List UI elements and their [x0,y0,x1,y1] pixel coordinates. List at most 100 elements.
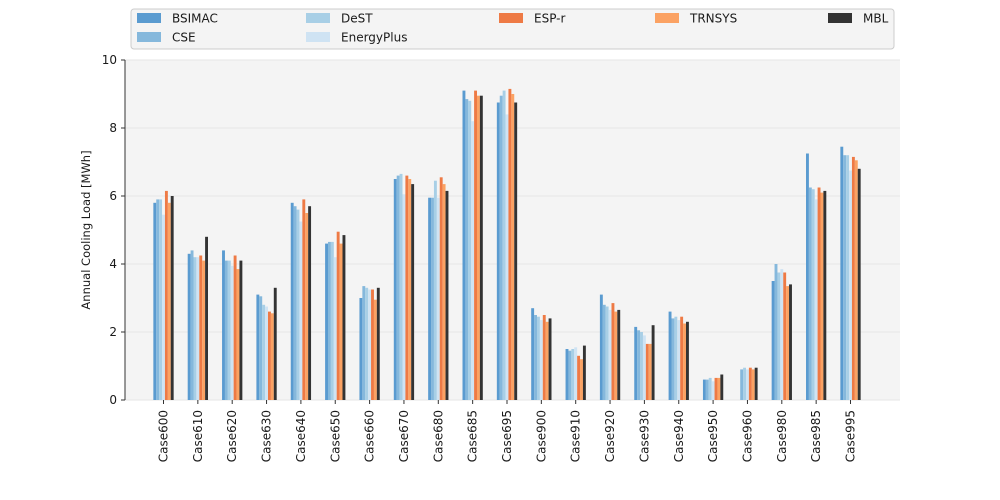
bar-dest [193,257,197,400]
bar-mbl [170,196,174,400]
legend: BSIMAC CSE DeST EnergyPlus ESP-r TRNSYS MBL [130,8,895,50]
bar-mbl [857,168,861,400]
bar-cse [808,187,812,400]
y-tick-label: 8 [109,121,117,135]
bar-trnsys [580,359,583,400]
bar-bsimac [771,281,775,400]
bar-bsimac [187,253,191,400]
bar-trnsys [202,260,206,400]
legend-swatch-trnsys [655,13,679,23]
x-tick-label: Case620 [225,410,239,462]
bar-esp-r [577,355,581,400]
bar-bsimac [462,90,466,400]
bar-dest [296,209,300,400]
bar-esp-r [645,343,649,400]
bar-energyplus [608,309,612,400]
bar-dest [262,304,266,400]
bar-dest [846,155,850,400]
bar-mbl [548,318,552,400]
bar-mbl [273,287,277,400]
bar-dest [537,316,540,400]
legend-label: BSIMAC [172,12,218,26]
legend-label: MBL [863,12,889,26]
bar-mbl [582,345,586,400]
bar-bsimac [840,146,844,400]
bar-mbl [686,321,689,400]
bar-energyplus [230,265,234,400]
x-tick-label: Case900 [534,410,548,462]
bar-esp-r [474,90,477,400]
bar-energyplus [402,194,406,400]
bar-esp-r [439,177,443,400]
bar-trnsys [751,369,755,400]
bar-energyplus [814,199,818,400]
bar-esp-r [748,367,752,400]
y-tick-label: 6 [109,189,117,203]
bar-dest [227,260,231,400]
bar-energyplus [299,221,303,400]
bar-esp-r [611,303,615,400]
bar-energyplus [265,306,268,400]
legend-swatch-esp-r [499,13,523,23]
bar-mbl [445,190,449,400]
bar-cse [671,318,675,400]
bar-bsimac [256,294,260,400]
y-axis-label: Annual Cooling Load [MWh] [79,150,93,309]
bar-bsimac [290,202,294,400]
bar-mbl [205,236,208,400]
bar-dest [433,180,437,400]
bar-energyplus [505,114,509,401]
bar-energyplus [436,197,440,400]
x-tick-label: Case910 [569,410,583,462]
bar-esp-r [405,175,409,400]
bar-bsimac [393,179,397,400]
bar-cse [534,315,537,400]
bar-dest [674,316,678,400]
bar-trnsys [820,192,824,400]
bar-trnsys [236,269,240,400]
bar-mbl [823,190,827,400]
bar-cse [431,197,434,400]
x-tick-label: Case640 [294,410,308,462]
bar-trnsys [167,202,171,400]
bar-cse [774,264,778,400]
bar-trnsys [717,377,721,400]
bar-cse [328,241,331,400]
bar-bsimac [599,294,603,400]
bar-trnsys [614,311,618,400]
bar-energyplus [162,214,165,400]
x-tick-label: Case980 [775,410,789,462]
x-tick-label: Case995 [844,410,858,462]
bar-cse [224,260,228,400]
bar-mbl [514,102,518,400]
bar-trnsys [683,323,686,400]
x-tick-label: Case940 [672,410,686,462]
bar-mbl [308,206,312,400]
x-tick-label: Case695 [500,410,514,462]
bar-bsimac [702,379,706,400]
bar-energyplus [642,335,646,400]
bar-cse [190,250,194,400]
bar-dest [708,377,712,400]
x-tick-label: Case650 [328,410,342,462]
x-tick-label: Case600 [157,410,171,462]
x-tick-label: Case985 [809,410,823,462]
bar-energyplus [333,257,337,400]
bar-esp-r [199,255,203,400]
bar-cse [396,175,400,400]
x-tick-label: Case930 [637,410,651,462]
bar-mbl [617,309,621,400]
legend-swatch-mbl [828,13,852,23]
legend-label: EnergyPlus [341,31,407,45]
bar-trnsys [545,321,549,400]
bar-mbl [651,325,655,400]
bar-mbl [720,374,724,400]
bar-trnsys [477,95,480,400]
bar-bsimac [428,197,432,400]
bar-cse [843,155,847,400]
x-tick-label: Case630 [260,410,274,462]
legend-swatch-energyplus [306,32,330,42]
bar-mbl [411,184,415,400]
y-tick-label: 0 [109,393,117,407]
bar-mbl [754,367,758,400]
